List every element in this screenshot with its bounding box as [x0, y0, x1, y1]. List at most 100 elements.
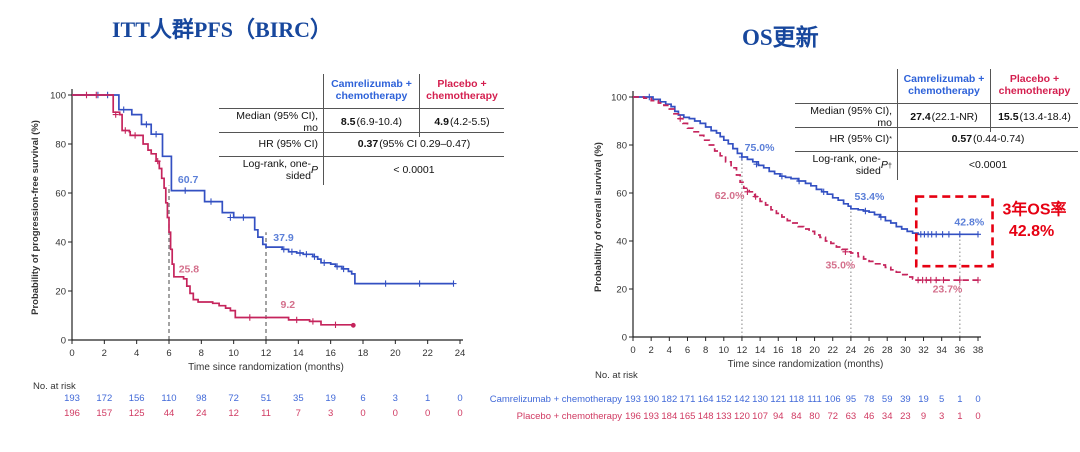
risk-count: 0 [425, 408, 430, 419]
y-tick-label: 40 [616, 236, 627, 247]
x-tick-label: 26 [864, 345, 875, 356]
logrank-label: Log-rank, one-sided P [219, 157, 323, 185]
risk-count: 19 [918, 394, 929, 405]
p-symbol: P [880, 158, 888, 171]
risk-count: 59 [882, 394, 893, 405]
x-axis-title: Time since randomization (months) [728, 359, 884, 370]
p-value: <0.0001 [897, 152, 1078, 180]
y-tick-label: 0 [622, 332, 627, 343]
p-value: < 0.0001 [323, 157, 504, 185]
os-rate-highlight-box [914, 195, 994, 268]
median-value: 4.9 [434, 115, 449, 128]
km-curve [633, 96, 978, 236]
median-value: 8.5 [340, 115, 356, 128]
median-placebo: 4.9 (4.2-5.5) [419, 109, 504, 137]
x-tick-label: 24 [455, 348, 466, 359]
risk-row-label: Camrelizumab + chemotherapy [490, 394, 623, 405]
y-tick-label: 80 [55, 139, 66, 150]
no-at-risk-label: No. at risk [33, 381, 76, 392]
risk-count: 193 [625, 394, 641, 405]
risk-count: 7 [296, 408, 301, 419]
risk-count: 196 [625, 411, 641, 422]
risk-count: 165 [680, 411, 696, 422]
risk-count: 0 [975, 411, 980, 422]
p-symbol: P [310, 163, 318, 176]
median-camrelizumab: 27.4 (22.1-NR) [897, 104, 990, 132]
risk-count: 94 [773, 411, 784, 422]
x-tick-label: 12 [737, 345, 748, 356]
median-camrelizumab: 8.5 (6.9-10.4) [323, 109, 419, 137]
pfs-stats-table: Camrelizumab + chemotherapy Placebo + ch… [219, 74, 504, 185]
risk-count: 120 [734, 411, 750, 422]
x-tick-label: 0 [69, 348, 74, 359]
x-tick-label: 8 [199, 348, 204, 359]
median-ci: (6.9-10.4) [356, 115, 403, 128]
table-row: Log-rank, one-sided P † <0.0001 [795, 152, 1078, 180]
x-tick-label: 36 [955, 345, 966, 356]
median-placebo: 15.5 (13.4-18.4) [990, 104, 1078, 132]
x-tick-label: 20 [809, 345, 820, 356]
risk-count: 3 [939, 411, 944, 422]
hr-number: 0.37 [357, 137, 379, 150]
risk-count: 19 [325, 393, 336, 404]
risk-count: 3 [328, 408, 333, 419]
os-stats-table: Camrelizumab + chemotherapy Placebo + ch… [795, 69, 1078, 180]
table-row: Log-rank, one-sided P < 0.0001 [219, 157, 504, 185]
risk-count: 1 [425, 393, 430, 404]
y-axis-title: Probability of overall survival (%) [593, 142, 604, 292]
hr-number: 0.57 [951, 132, 973, 145]
risk-count: 121 [770, 394, 786, 405]
risk-count: 51 [261, 393, 272, 404]
risk-count: 63 [846, 411, 857, 422]
risk-count: 72 [827, 411, 838, 422]
risk-count: 184 [661, 411, 677, 422]
landmark-annotation: 23.7% [933, 284, 963, 296]
median-ci: (4.2-5.5) [449, 115, 490, 128]
risk-count: 39 [900, 394, 911, 405]
hr-value: 0.57 (0.44-0.74) [897, 128, 1078, 151]
median-label: Median (95% CI), mo [810, 105, 892, 129]
x-tick-label: 22 [827, 345, 838, 356]
hr-label-text: HR (95% CI) [829, 132, 890, 145]
x-tick-label: 8 [703, 345, 708, 356]
risk-count: 24 [196, 408, 207, 419]
hr-ci: (0.44-0.74) [973, 132, 1025, 145]
os-rate-highlight-text: 3年OS率 [1003, 200, 1067, 219]
risk-count: 193 [64, 393, 80, 404]
x-tick-label: 38 [973, 345, 984, 356]
risk-count: 172 [96, 393, 112, 404]
risk-count: 148 [698, 411, 714, 422]
landmark-annotation: 35.0% [825, 260, 855, 272]
censor-marks [83, 91, 339, 328]
risk-count: 111 [807, 394, 821, 405]
y-tick-label: 80 [616, 140, 627, 151]
landmark-annotation: 9.2 [281, 299, 296, 311]
x-tick-label: 2 [649, 345, 654, 356]
risk-count: 157 [96, 408, 112, 419]
censor-marks [677, 115, 981, 284]
landmark-annotation: 53.4% [855, 191, 885, 203]
landmark-annotation: 75.0% [745, 142, 775, 154]
x-tick-label: 6 [166, 348, 171, 359]
hr-label: HR (95% CI) * [795, 128, 897, 151]
hr-label-text: HR (95% CI) [258, 137, 318, 150]
risk-count: 95 [846, 394, 857, 405]
y-tick-label: 20 [616, 284, 627, 295]
risk-count: 3 [393, 393, 398, 404]
x-tick-label: 24 [846, 345, 857, 356]
y-tick-label: 100 [611, 92, 627, 103]
x-tick-label: 14 [755, 345, 766, 356]
risk-count: 9 [921, 411, 926, 422]
risk-count: 1 [957, 411, 962, 422]
os-title: OS更新 [742, 25, 819, 50]
logrank-label-text: Log-rank, one-sided [812, 153, 881, 177]
risk-count: 193 [643, 411, 659, 422]
no-at-risk-label: No. at risk [595, 370, 638, 381]
risk-count: 106 [825, 394, 841, 405]
risk-count: 142 [734, 394, 750, 405]
y-tick-label: 40 [55, 237, 66, 248]
risk-count: 164 [698, 394, 714, 405]
